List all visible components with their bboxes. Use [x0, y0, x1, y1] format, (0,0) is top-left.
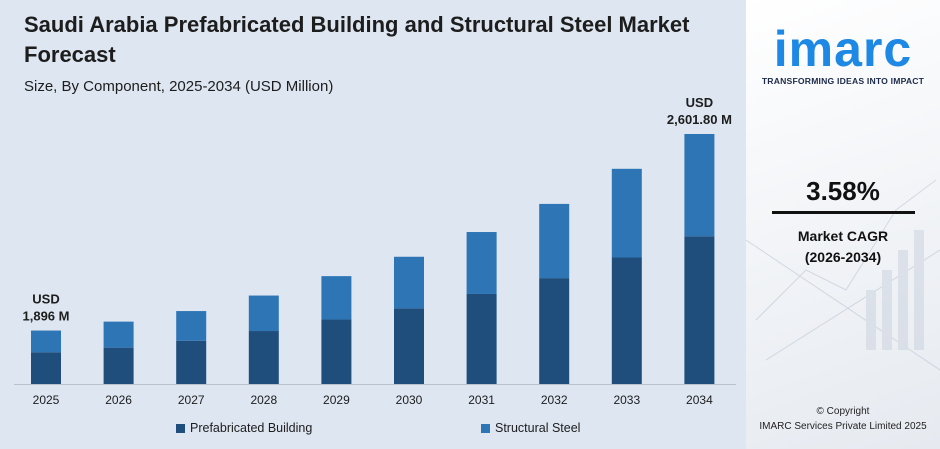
x-tick-label-2032: 2032 [541, 393, 568, 407]
x-tick-label-2033: 2033 [613, 393, 640, 407]
bar-prefabricated-building-2033 [611, 257, 642, 384]
cagr-label-line2: (2026-2034) [804, 249, 882, 265]
legend-label-prefabricated-building: Prefabricated Building [190, 421, 313, 435]
cagr-label-line1: Market CAGR [797, 228, 889, 244]
x-tick-label-2034: 2034 [686, 393, 713, 407]
chart-subtitle: Size, By Component, 2025-2034 (USD Milli… [24, 78, 334, 95]
x-tick-label-2028: 2028 [250, 393, 277, 407]
bar-prefabricated-building-2032 [539, 278, 570, 384]
copyright-line1: © Copyright [816, 406, 870, 417]
bar-structural-steel-2029 [321, 276, 352, 320]
bar-structural-steel-2033 [611, 168, 642, 258]
cagr-divider [772, 211, 915, 214]
bar-structural-steel-2025 [31, 330, 61, 353]
callout-2025-line1: USD [32, 292, 59, 307]
x-tick-label-2025: 2025 [33, 393, 60, 407]
bar-structural-steel-2028 [248, 295, 279, 332]
x-tick-label-2027: 2027 [178, 393, 205, 407]
x-tick-label-2026: 2026 [105, 393, 132, 407]
chart-panel: Saudi Arabia Prefabricated Building and … [14, 12, 736, 435]
bar-prefabricated-building-2030 [394, 308, 424, 384]
legend-swatch-prefabricated-building [176, 423, 185, 433]
logo-tagline: TRANSFORMING IDEAS INTO IMPACT [761, 76, 925, 86]
bar-structural-steel-2032 [539, 203, 570, 279]
bar-prefabricated-building-2029 [321, 319, 352, 384]
x-tick-label-2029: 2029 [323, 393, 350, 407]
bar-structural-steel-2034 [684, 134, 715, 237]
bar-prefabricated-building-2028 [248, 331, 279, 384]
stacked-bar-chart: 2025 2026 2027 2028 2029 2030 2031 2032 2033 2034… [14, 95, 736, 407]
bar-structural-steel-2031 [466, 232, 497, 294]
bar-prefabricated-building-2027 [176, 340, 207, 384]
bar-structural-steel-2026 [103, 321, 134, 348]
legend-swatch-structural-steel [481, 423, 490, 433]
legend-item-structural-steel: Structural Steel [481, 421, 580, 435]
cagr-label: Market CAGR (2026-2034) [746, 226, 940, 268]
bar-structural-steel-2027 [176, 311, 207, 341]
chart-title: Saudi Arabia Prefabricated Building and … [24, 12, 690, 67]
info-panel: imarc TRANSFORMING IDEAS INTO IMPACT 3.5… [746, 0, 940, 449]
callout-2034-line1: USD [686, 95, 713, 110]
callout-2034-line2: 2,601.80 M [667, 112, 732, 127]
cagr-value: 3.58% [806, 176, 880, 206]
bar-structural-steel-2030 [394, 256, 424, 309]
bar-prefabricated-building-2034 [684, 236, 715, 384]
legend-label-structural-steel: Structural Steel [495, 421, 581, 435]
copyright-line2: IMARC Services Private Limited 2025 [759, 421, 927, 432]
bar-prefabricated-building-2026 [103, 347, 134, 384]
x-tick-label-2030: 2030 [396, 393, 423, 407]
legend-item-prefabricated-building: Prefabricated Building [176, 421, 312, 435]
bar-prefabricated-building-2031 [466, 293, 497, 384]
callout-2025-line2: 1,896 M [23, 309, 70, 324]
x-tick-label-2031: 2031 [468, 393, 495, 407]
logo-wordmark: imarc [773, 21, 913, 77]
bar-prefabricated-building-2025 [31, 352, 61, 384]
imarc-logo: imarc TRANSFORMING IDEAS INTO IMPACT [756, 21, 930, 86]
background-chart-graphic [746, 179, 940, 371]
